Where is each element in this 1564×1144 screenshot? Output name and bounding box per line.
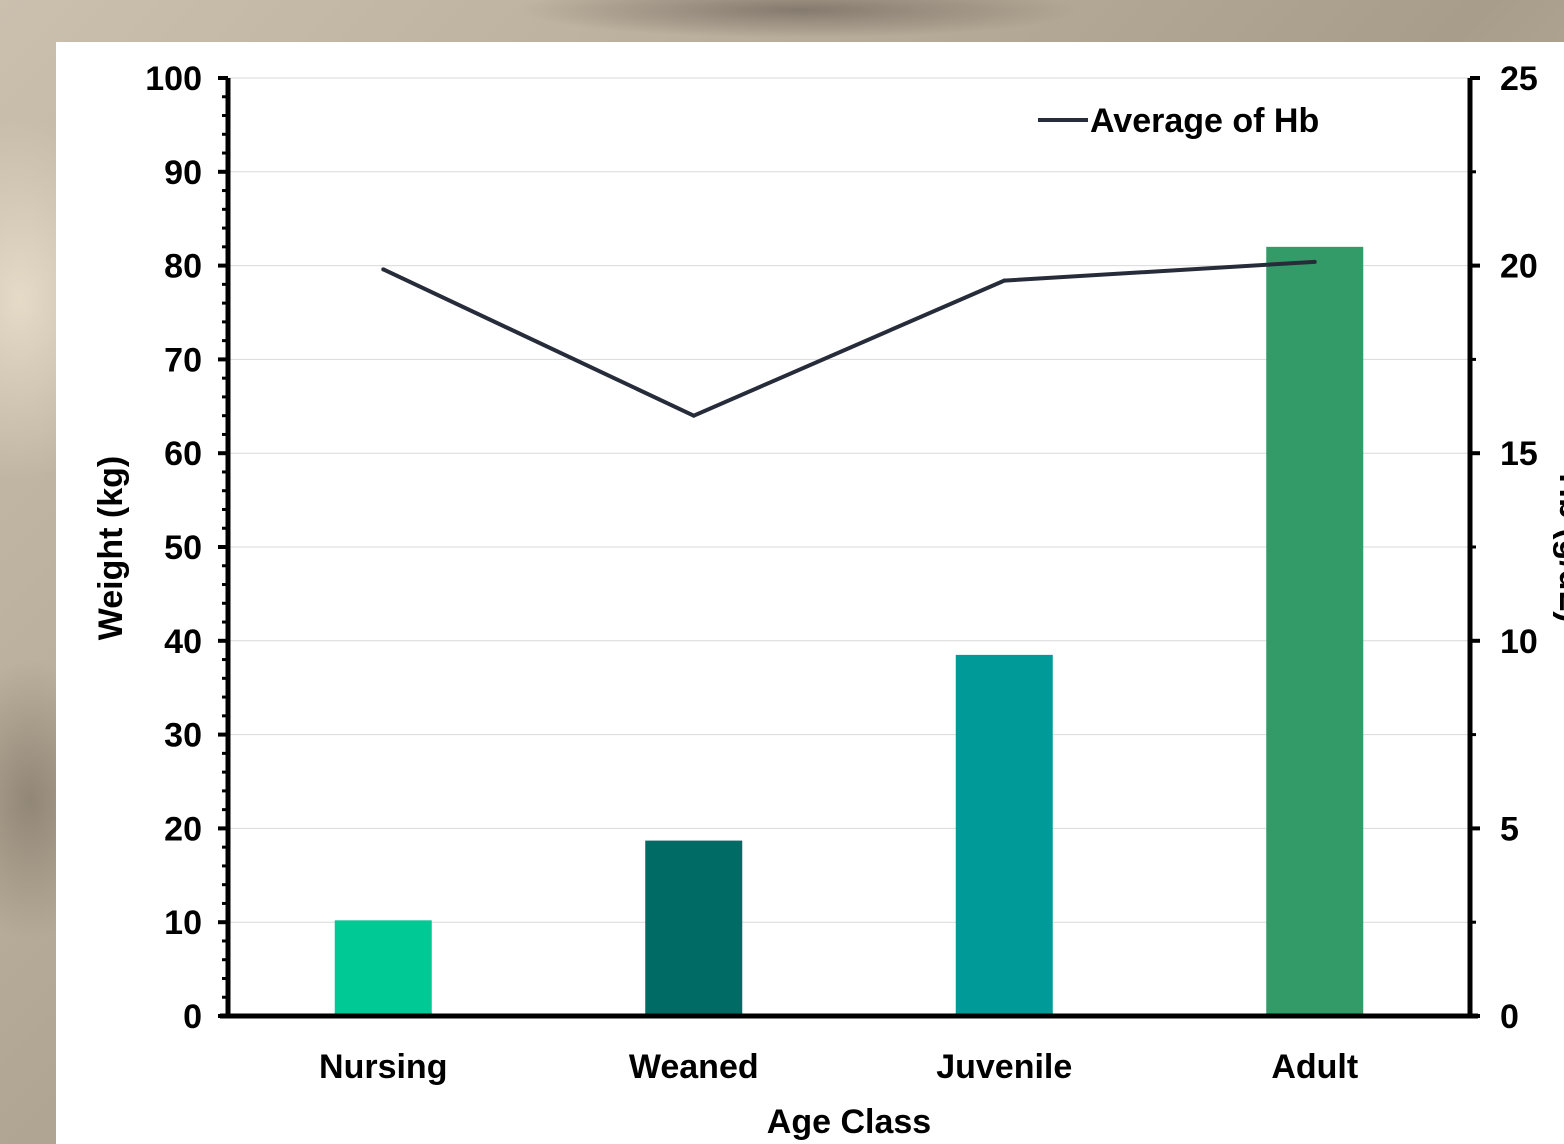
- y-tick-label: 0: [183, 998, 202, 1036]
- x-tick-label: Weaned: [629, 1048, 759, 1086]
- legend-label: Average of Hb: [1090, 102, 1319, 140]
- hb-point-weaned: [691, 413, 696, 418]
- y-tick-label: 100: [145, 60, 202, 98]
- bar-juvenile: [955, 654, 1053, 1016]
- x-axis-title: Age Class: [767, 1103, 931, 1141]
- y2-axis-title: Hb (g/dL): [1552, 473, 1564, 622]
- bars: [334, 246, 1364, 1017]
- y-tick-label: 90: [164, 154, 202, 192]
- y2-tick-label: 15: [1500, 435, 1538, 473]
- y2-tick-label: 5: [1500, 810, 1519, 848]
- x-tick-label: Juvenile: [936, 1048, 1072, 1086]
- axes: [218, 76, 1480, 1019]
- y2-tick-label: 10: [1500, 623, 1538, 661]
- tick-labels: 0 10 20 30 40 50 60 70 80 90 100 0 5 10 15 20 25 Nursing W…: [145, 60, 1538, 1086]
- y-tick-label: 60: [164, 435, 202, 473]
- bar-weaned: [645, 840, 743, 1016]
- y-tick-label: 10: [164, 904, 202, 942]
- line-series: [381, 259, 1317, 418]
- bar-adult: [1266, 246, 1364, 1017]
- x-tick-label: Adult: [1271, 1048, 1358, 1086]
- hb-line: [382, 259, 1315, 418]
- y-tick-label: 40: [164, 623, 202, 661]
- y-tick-label: 80: [164, 248, 202, 286]
- y-tick-label: 50: [164, 529, 202, 567]
- y-tick-label: 20: [164, 810, 202, 848]
- legend: Average of Hb: [1038, 102, 1319, 140]
- y-tick-label: 70: [164, 341, 202, 379]
- y-tick-label: 30: [164, 717, 202, 755]
- hb-point-nursing: [381, 267, 386, 272]
- hb-point-adult: [1312, 259, 1317, 264]
- y-axis-title: Weight (kg): [92, 456, 130, 640]
- bar-nursing: [334, 920, 432, 1016]
- y2-tick-label: 20: [1500, 248, 1538, 286]
- y2-tick-label: 25: [1500, 60, 1538, 98]
- hb-point-juvenile: [1002, 278, 1007, 283]
- y2-tick-label: 0: [1500, 998, 1519, 1036]
- x-tick-label: Nursing: [319, 1048, 447, 1086]
